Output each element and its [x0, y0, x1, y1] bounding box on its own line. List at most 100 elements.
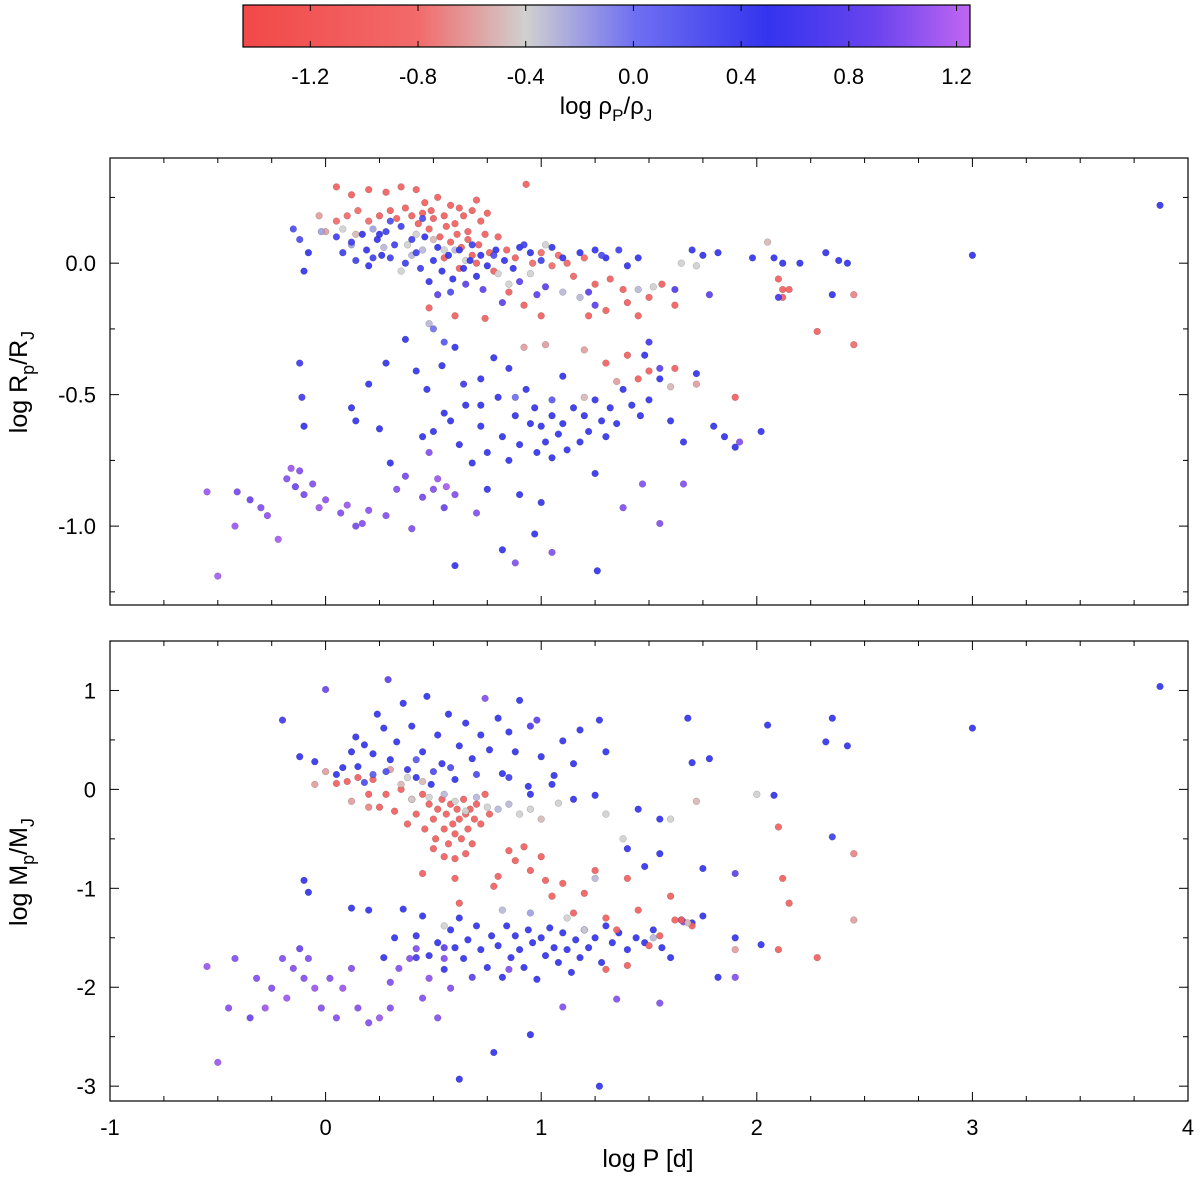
data-point: [459, 795, 468, 803]
data-point: [296, 753, 304, 761]
data-point: [446, 763, 455, 772]
data-point: [386, 978, 394, 986]
data-point: [710, 422, 718, 430]
y-tick-label: 1: [84, 678, 96, 703]
colorbar-tick-label: 0.0: [618, 64, 649, 89]
data-point: [427, 206, 435, 215]
data-point: [546, 924, 554, 932]
data-point: [304, 954, 313, 963]
data-point: [656, 375, 664, 383]
data-point: [414, 220, 422, 228]
data-point: [321, 496, 330, 504]
data-point: [347, 904, 356, 912]
data-point: [425, 800, 433, 808]
data-point: [843, 742, 852, 750]
data-point: [455, 440, 463, 449]
data-point: [548, 262, 556, 270]
data-point: [503, 246, 511, 254]
data-point: [666, 892, 675, 900]
data-point: [779, 874, 787, 883]
data-point: [459, 380, 468, 388]
data-point: [412, 810, 420, 818]
data-point: [477, 422, 485, 430]
data-point: [403, 773, 412, 782]
data-point: [606, 404, 614, 412]
data-point: [520, 843, 528, 851]
data-point: [418, 748, 427, 756]
data-point: [339, 984, 347, 992]
data-point: [490, 354, 498, 362]
data-point: [451, 775, 459, 784]
data-point: [459, 212, 468, 220]
data-point: [468, 973, 476, 981]
data-point: [403, 820, 412, 828]
data-point: [481, 790, 489, 798]
data-point: [395, 964, 403, 973]
data-point: [483, 262, 491, 270]
x-tick-label: 0: [319, 1115, 331, 1140]
data-point: [451, 490, 459, 499]
y-tick-label: -0.5: [58, 383, 96, 408]
data-point: [440, 338, 448, 346]
data-point: [692, 797, 701, 805]
data-point: [520, 343, 528, 351]
data-point: [429, 845, 438, 853]
data-point: [278, 716, 287, 724]
data-point: [436, 233, 444, 241]
data-point: [541, 876, 550, 885]
data-point: [382, 511, 390, 520]
data-point: [591, 246, 599, 254]
data-point: [679, 480, 688, 488]
data-point: [418, 246, 427, 254]
data-point: [526, 1031, 535, 1039]
data-point: [584, 312, 593, 320]
data-point: [828, 833, 836, 841]
data-point: [462, 401, 470, 409]
data-point: [434, 1014, 442, 1022]
data-point: [347, 191, 356, 199]
data-point: [731, 973, 739, 981]
data-point: [554, 799, 563, 807]
data-point: [559, 288, 567, 296]
data-point: [464, 936, 472, 944]
data-point: [283, 994, 291, 1002]
data-point: [634, 285, 642, 294]
data-point: [580, 926, 588, 934]
data-point: [472, 272, 481, 280]
data-point: [464, 235, 472, 244]
data-point: [408, 235, 416, 244]
data-point: [354, 206, 362, 215]
data-point: [347, 964, 356, 973]
data-point: [628, 401, 636, 409]
data-point: [602, 306, 610, 315]
data-point: [656, 932, 664, 940]
data-point: [455, 1075, 463, 1083]
data-point: [425, 320, 433, 328]
data-point: [623, 874, 632, 883]
data-point: [597, 251, 606, 259]
data-point: [462, 719, 470, 727]
data-point: [451, 854, 459, 863]
data-point: [446, 417, 455, 425]
data-point: [595, 1082, 604, 1090]
data-point: [438, 760, 446, 768]
data-point: [418, 493, 427, 501]
data-point: [636, 412, 645, 420]
data-point: [541, 241, 550, 249]
data-point: [455, 246, 463, 254]
data-point: [423, 385, 431, 394]
data-point: [563, 446, 571, 454]
data-point: [634, 805, 642, 813]
data-point: [418, 790, 427, 798]
data-point: [352, 256, 360, 265]
data-point: [531, 404, 539, 412]
data-point: [699, 864, 707, 873]
data-point: [483, 803, 491, 811]
data-point: [559, 929, 567, 937]
x-tick-label: 3: [966, 1115, 978, 1140]
data-point: [541, 438, 550, 446]
data-point: [515, 440, 524, 449]
data-point: [813, 327, 821, 336]
data-point: [475, 241, 483, 249]
data-point: [580, 393, 588, 401]
